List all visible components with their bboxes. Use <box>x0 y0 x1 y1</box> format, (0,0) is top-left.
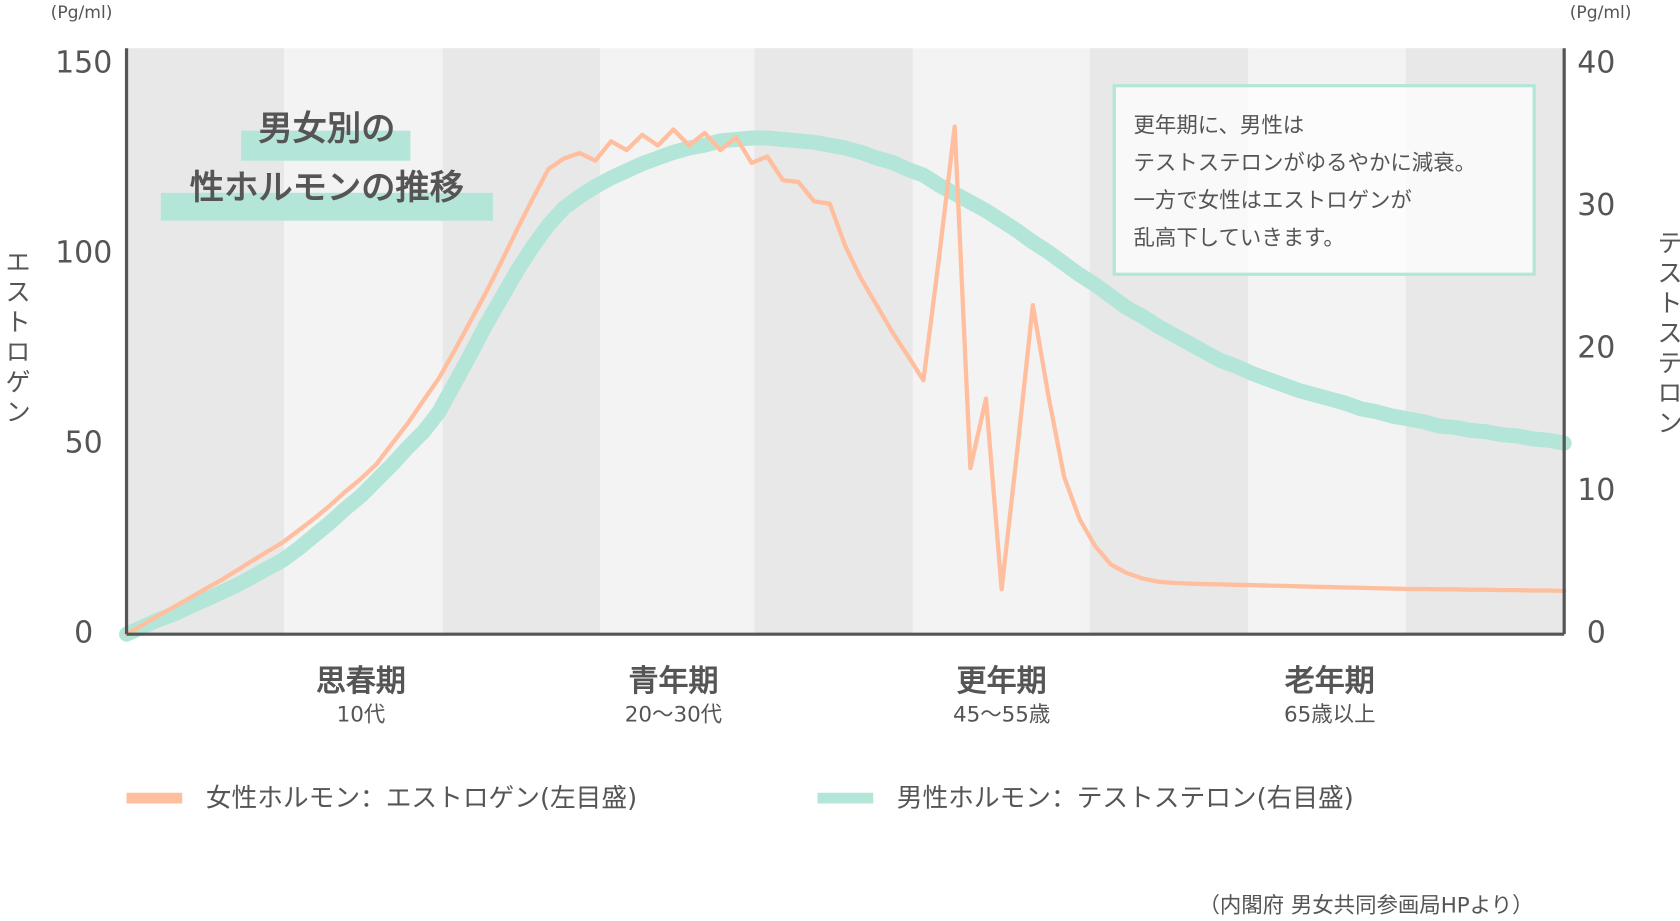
legend-label: 女性ホルモン：エストロゲン(左目盛) <box>206 784 637 814</box>
title-highlight <box>241 130 411 161</box>
y2-tick-label: 10 <box>1577 473 1615 508</box>
x-tick-sublabel: 65歳以上 <box>1284 703 1375 728</box>
y2-tick-label: 40 <box>1577 45 1615 80</box>
x-tick-label: 更年期 <box>957 664 1047 699</box>
x-tick-label: 青年期 <box>628 664 718 699</box>
annotation: 乱高下していきます。 <box>1134 226 1345 251</box>
y-unit: (Pg/ml) <box>51 3 113 23</box>
series-layer <box>119 124 1572 642</box>
x-tick-sublabel: 45〜55歳 <box>953 703 1050 728</box>
source: （内閣府 男女共同参画局HPより） <box>1198 893 1533 917</box>
y-tick-label: 100 <box>55 236 112 271</box>
x-tick-sublabel: 20〜30代 <box>625 703 722 728</box>
series-line <box>124 124 1567 637</box>
y-tick-label: 0 <box>74 616 93 651</box>
annotation: テストステロンがゆるやかに減衰。 <box>1134 151 1477 176</box>
x-tick-sublabel: 10代 <box>337 703 386 728</box>
axes <box>124 48 1566 636</box>
y2-unit: (Pg/ml) <box>1570 3 1632 23</box>
title-highlight <box>160 192 493 221</box>
annotation: 更年期に、男性は <box>1134 113 1305 138</box>
annotation-box <box>1112 84 1536 276</box>
y2-tick-label: 20 <box>1577 331 1615 366</box>
chart-title: 性ホルモンの推移 <box>190 168 464 208</box>
y-tick-label: 150 <box>55 46 112 81</box>
legend-label: 男性ホルモン：テストステロン(右目盛) <box>897 784 1354 814</box>
annotation: 一方で女性はエストロゲンが <box>1134 188 1412 213</box>
y2-axis-title: テストステロン <box>1653 229 1680 439</box>
x-tick-label: 老年期 <box>1285 664 1375 699</box>
x-tick-label: 思春期 <box>316 664 406 699</box>
y2-tick-label: 30 <box>1577 188 1615 223</box>
y-tick-label: 50 <box>65 426 103 461</box>
series-line <box>119 130 1572 642</box>
y2-tick-label: 0 <box>1587 616 1606 651</box>
y-axis-title: エストロゲン <box>1 249 31 429</box>
chart-title: 男女別の <box>258 109 395 149</box>
